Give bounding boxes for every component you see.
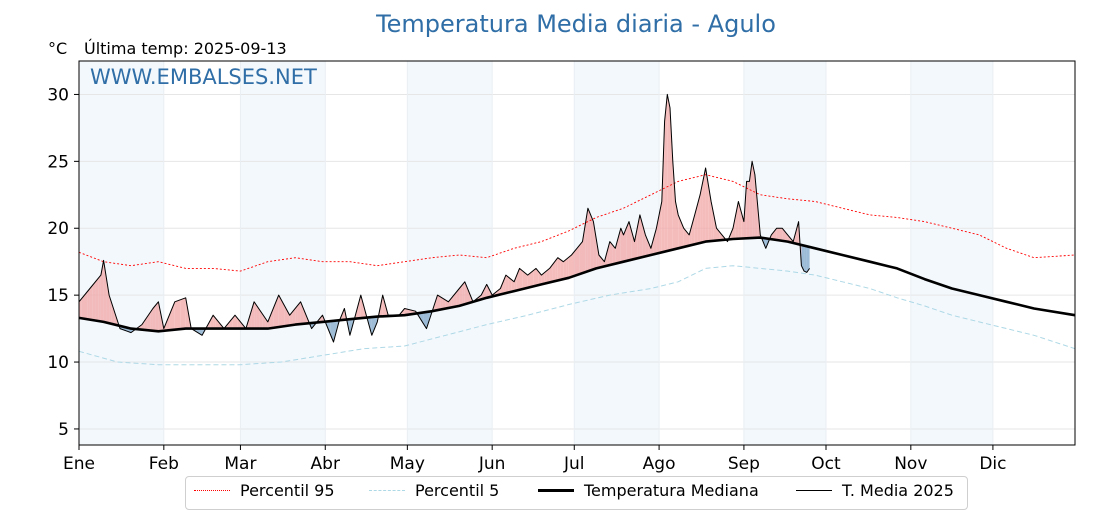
month-shade xyxy=(744,61,826,445)
anomaly-warm-fill xyxy=(153,305,156,331)
legend-swatch-p5 xyxy=(369,490,405,491)
y-tick-label: 25 xyxy=(47,152,69,172)
anomaly-warm-fill xyxy=(93,282,96,321)
x-tick-label: Jun xyxy=(478,454,506,474)
legend-swatch-median xyxy=(538,489,574,492)
y-tick-label: 10 xyxy=(47,353,69,373)
anomaly-warm-fill xyxy=(522,271,525,290)
legend-item-p5: Percentil 5 xyxy=(369,480,499,500)
anomaly-warm-fill xyxy=(506,275,509,293)
anomaly-warm-fill xyxy=(98,275,101,321)
legend-label-p5: Percentil 5 xyxy=(415,481,499,500)
x-tick-label: Jul xyxy=(563,454,585,474)
anomaly-warm-fill xyxy=(569,255,572,278)
legend-label-p95: Percentil 95 xyxy=(240,481,335,500)
anomaly-warm-fill xyxy=(747,181,750,238)
legend: Percentil 95 Percentil 5 Temperatura Med… xyxy=(185,476,968,510)
anomaly-warm-fill xyxy=(156,302,159,332)
anomaly-warm-fill xyxy=(533,268,536,286)
anomaly-warm-fill xyxy=(561,260,564,280)
anomaly-warm-fill xyxy=(591,215,594,270)
unit-label: °C xyxy=(48,39,67,58)
x-tick-label: Abr xyxy=(311,454,340,474)
anomaly-warm-fill xyxy=(577,245,580,275)
legend-item-median: Temperatura Mediana xyxy=(538,480,759,500)
anomaly-warm-fill xyxy=(175,301,178,330)
anomaly-warm-fill xyxy=(85,292,88,319)
x-tick-label: Mar xyxy=(224,454,256,474)
month-shade xyxy=(79,61,164,445)
anomaly-warm-fill xyxy=(95,278,98,321)
legend-label-2025: T. Media 2025 xyxy=(842,481,954,500)
anomaly-warm-fill xyxy=(574,248,577,276)
anomaly-warm-fill xyxy=(180,299,183,329)
x-tick-label: Feb xyxy=(149,454,179,474)
last-temp-label: Última temp: 2025-09-13 xyxy=(84,39,287,58)
anomaly-warm-fill xyxy=(563,260,566,280)
x-tick-label: Oct xyxy=(811,454,841,474)
anomaly-warm-fill xyxy=(780,228,783,241)
plot-area xyxy=(79,61,1075,445)
y-tick-label: 5 xyxy=(58,420,69,440)
anomaly-warm-fill xyxy=(558,258,561,281)
anomaly-warm-fill xyxy=(572,252,575,277)
legend-item-2025: T. Media 2025 xyxy=(796,480,954,500)
x-tick-label: May xyxy=(390,454,425,474)
anomaly-cool-fill xyxy=(804,246,807,273)
x-tick-label: Dic xyxy=(979,454,1006,474)
anomaly-warm-fill xyxy=(183,298,186,329)
anomaly-warm-fill xyxy=(87,289,90,320)
x-tick-label: Nov xyxy=(894,454,927,474)
month-shade xyxy=(911,61,993,445)
x-tick-label: Sep xyxy=(728,454,760,474)
anomaly-warm-fill xyxy=(588,208,591,271)
anomaly-warm-fill xyxy=(667,94,670,251)
x-tick-label: Ene xyxy=(63,454,95,474)
legend-label-median: Temperatura Mediana xyxy=(584,481,759,500)
legend-item-p95: Percentil 95 xyxy=(194,480,335,500)
y-tick-label: 20 xyxy=(47,219,69,239)
anomaly-warm-fill xyxy=(90,285,93,320)
anomaly-warm-fill xyxy=(438,295,441,310)
y-tick-label: 15 xyxy=(47,286,69,306)
anomaly-warm-fill xyxy=(777,228,780,240)
anomaly-warm-fill xyxy=(178,300,181,330)
anomaly-warm-fill xyxy=(520,268,523,289)
anomaly-warm-fill xyxy=(580,242,583,274)
y-tick-label: 30 xyxy=(47,85,69,105)
month-shade xyxy=(407,61,492,445)
legend-swatch-2025 xyxy=(796,490,832,491)
x-tick-label: Ago xyxy=(643,454,676,474)
chart-title: Temperatura Media diaria - Agulo xyxy=(375,10,776,38)
watermark: WWW.EMBALSES.NET xyxy=(90,65,317,89)
legend-swatch-p95 xyxy=(194,490,230,491)
anomaly-warm-fill xyxy=(566,257,569,278)
month-shade xyxy=(240,61,325,445)
